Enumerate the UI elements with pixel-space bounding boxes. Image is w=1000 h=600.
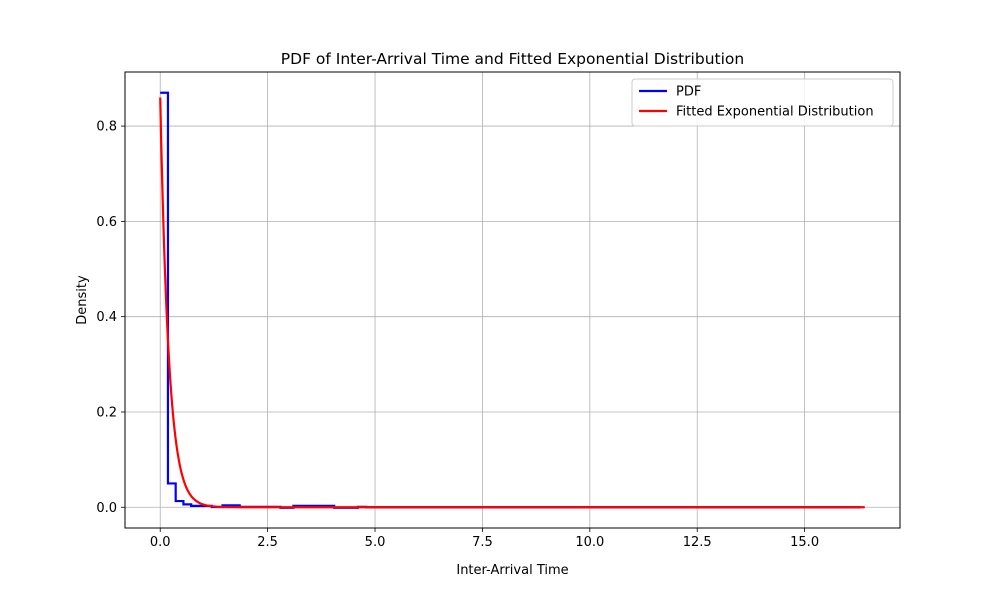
- y-axis-title: Density: [75, 275, 90, 325]
- legend-label-pdf: PDF: [676, 85, 701, 100]
- plot-frame: [124, 71, 901, 529]
- y-tick-label: 0.2: [96, 405, 117, 420]
- series-layer: [159, 91, 865, 509]
- x-tick-label: 5.0: [365, 535, 386, 550]
- series-fitted-exponential-line: [159, 97, 865, 509]
- x-axis-title: Inter-Arrival Time: [456, 563, 568, 578]
- legend-box: [631, 78, 894, 127]
- y-axis: 0.0 0.2 0.4 0.6 0.8: [96, 120, 125, 516]
- x-tick-label: 0.0: [150, 535, 171, 550]
- x-tick-label: 7.5: [472, 535, 493, 550]
- x-axis: 0.0 2.5 5.0 7.5 10.0 12.5 15.0: [150, 528, 819, 550]
- legend: PDF Fitted Exponential Distribution: [631, 78, 894, 127]
- x-tick-label: 2.5: [257, 535, 278, 550]
- y-tick-label: 0.4: [96, 310, 117, 325]
- x-tick-label: 10.0: [575, 535, 604, 550]
- y-tick-label: 0.8: [96, 120, 117, 135]
- legend-label-fitted-exponential: Fitted Exponential Distribution: [676, 105, 874, 120]
- y-tick-label: 0.6: [96, 215, 117, 230]
- x-tick-label: 15.0: [790, 535, 819, 550]
- y-tick-label: 0.0: [96, 501, 117, 516]
- x-tick-label: 12.5: [683, 535, 712, 550]
- chart-title: PDF of Inter-Arrival Time and Fitted Exp…: [281, 50, 744, 68]
